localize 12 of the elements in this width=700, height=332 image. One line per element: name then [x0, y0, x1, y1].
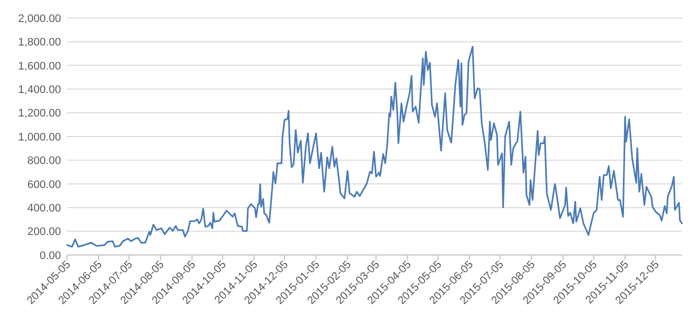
y-tick-label: 1,600.00	[18, 60, 61, 72]
y-tick-label: 400.00	[27, 202, 61, 214]
y-tick-label: 800.00	[27, 155, 61, 168]
y-tick-label: 200.00	[27, 226, 61, 238]
y-tick-label: 1,800.00	[18, 36, 61, 49]
y-tick-label: 1,200.00	[18, 108, 61, 120]
y-tick-label: 0.00	[40, 250, 61, 262]
line-series	[66, 46, 683, 248]
y-tick-label: 2,000.00	[18, 12, 61, 25]
y-tick-label: 1,400.00	[18, 84, 61, 96]
y-tick-label: 600.00	[27, 178, 61, 191]
y-tick-label: 1,000.00	[18, 131, 61, 144]
